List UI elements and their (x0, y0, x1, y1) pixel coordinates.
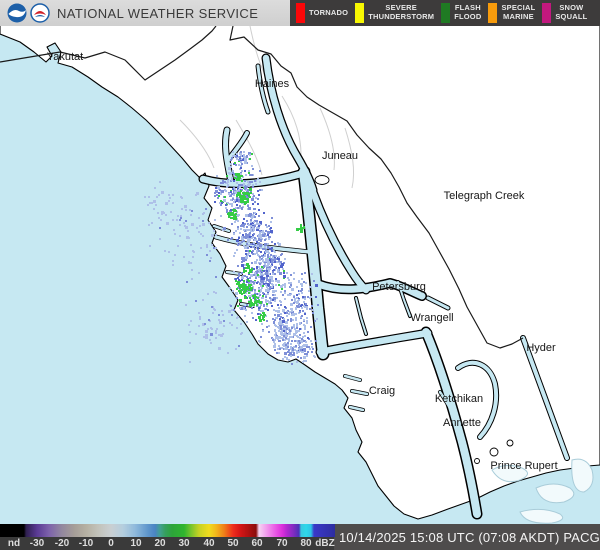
islands (314, 175, 514, 464)
warning-color-chip (441, 3, 451, 23)
radar-echoes (144, 151, 319, 365)
scale-tick: 80 (300, 538, 312, 549)
warning-legend-item: TORNADO (296, 3, 348, 23)
warning-color-chip (296, 3, 305, 23)
frame-timestamp: 10/14/2025 15:08 UTC (07:08 AKDT) PACG (339, 529, 600, 545)
warning-label: SPECIAL MARINE (501, 3, 536, 21)
bottom-bar: nd -30 -20 -10 0 10 20 30 40 50 60 70 80 dBZ 10/14/20… (0, 524, 600, 550)
scale-tick: 40 (203, 538, 215, 549)
warning-label: SNOW SQUALL (555, 3, 588, 21)
scale-tick: -10 (78, 538, 94, 549)
warning-label: FLASH FLOOD (454, 3, 482, 21)
scale-tick: 10 (130, 538, 142, 549)
warning-legend-item: SPECIAL MARINE (488, 3, 535, 23)
scale-tick: 50 (227, 538, 239, 549)
warning-color-chip (542, 3, 552, 23)
place-label: Ketchikan (434, 393, 484, 405)
place-label: Yakutat (46, 51, 84, 63)
place-label: Haines (254, 78, 290, 90)
place-label: Craig (368, 385, 396, 397)
place-label: Prince Rupert (490, 460, 558, 472)
warning-legend-item: SNOW SQUALL (542, 3, 587, 23)
warning-color-chip (355, 3, 365, 23)
top-bar: NATIONAL WEATHER SERVICE TORNADO SEVERE T… (0, 0, 600, 26)
scale-tick: nd (7, 538, 21, 549)
place-label: Annette (443, 417, 481, 429)
agency-title: NATIONAL WEATHER SERVICE (57, 5, 259, 21)
place-label: Petersburg (372, 281, 426, 293)
channels (198, 53, 570, 520)
warning-legend-item: FLASH FLOOD (441, 3, 481, 23)
canada-coast-detail (491, 458, 594, 524)
scale-tick: 30 (178, 538, 190, 549)
scale-tick: 70 (276, 538, 288, 549)
international-border (0, 25, 524, 349)
scale-tick: -20 (54, 538, 70, 549)
zone-boundaries (179, 25, 355, 189)
warning-legend-item: SEVERE THUNDERSTORM (355, 3, 434, 23)
warning-legend: TORNADO SEVERE THUNDERSTORM FLASH FLOOD SPE… (290, 0, 600, 26)
place-label: Hyder (526, 342, 556, 354)
nws-branding: NATIONAL WEATHER SERVICE (0, 0, 290, 26)
scale-tick: -30 (29, 538, 45, 549)
scale-tick: dBZ (315, 538, 335, 549)
nws-logo (30, 3, 50, 23)
warning-label: SEVERE THUNDERSTORM (368, 3, 435, 21)
warning-color-chip (488, 3, 498, 23)
noaa-logo (7, 3, 27, 23)
scale-tick: 20 (154, 538, 166, 549)
scale-tick: 0 (108, 538, 114, 549)
reflectivity-scale: nd -30 -20 -10 0 10 20 30 40 50 60 70 80 dBZ (0, 524, 335, 550)
place-label: Wrangell (410, 312, 454, 324)
place-label: Juneau (321, 150, 359, 162)
reflectivity-colorbar (0, 524, 335, 537)
place-label: Telegraph Creek (443, 190, 525, 202)
warning-label: TORNADO (309, 7, 349, 17)
status-bar: 10/14/2025 15:08 UTC (07:08 AKDT) PACG (334, 524, 600, 550)
scale-tick: 60 (251, 538, 263, 549)
